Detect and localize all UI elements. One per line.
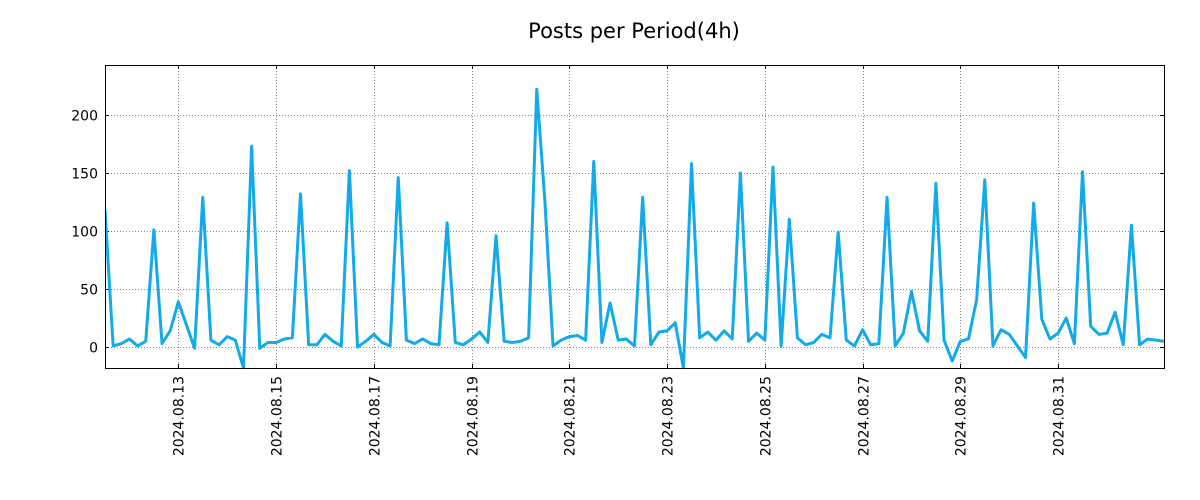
x-tick-label: 2024.08.29: [954, 376, 970, 456]
y-tick-label: 0: [89, 341, 98, 357]
y-tick-label: 100: [71, 225, 98, 241]
y-tick-label: 50: [80, 283, 98, 299]
y-tick-label: 200: [71, 109, 98, 125]
series-layer: [105, 87, 1164, 368]
chart-title: Posts per Period(4h): [528, 19, 740, 43]
x-tick-label: 2024.08.19: [466, 376, 482, 456]
x-tick-label: 2024.08.27: [857, 376, 873, 456]
series-line-posts: [105, 87, 1164, 368]
axis-ticks: 0 50 100 150 200 2024.08.13 2024.08.15 2024.08.…: [71, 65, 1164, 456]
x-tick-label: 2024.08.13: [172, 376, 188, 456]
x-tick-label: 2024.08.17: [368, 376, 384, 456]
x-tick-label: 2024.08.15: [270, 376, 286, 456]
x-tick-label: 2024.08.31: [1052, 376, 1068, 456]
x-tick-label: 2024.08.21: [563, 376, 579, 456]
x-tick-label: 2024.08.25: [759, 376, 775, 456]
plot-frame: [105, 65, 1165, 369]
y-tick-label: 150: [71, 167, 98, 183]
x-tick-label: 2024.08.23: [661, 376, 677, 456]
